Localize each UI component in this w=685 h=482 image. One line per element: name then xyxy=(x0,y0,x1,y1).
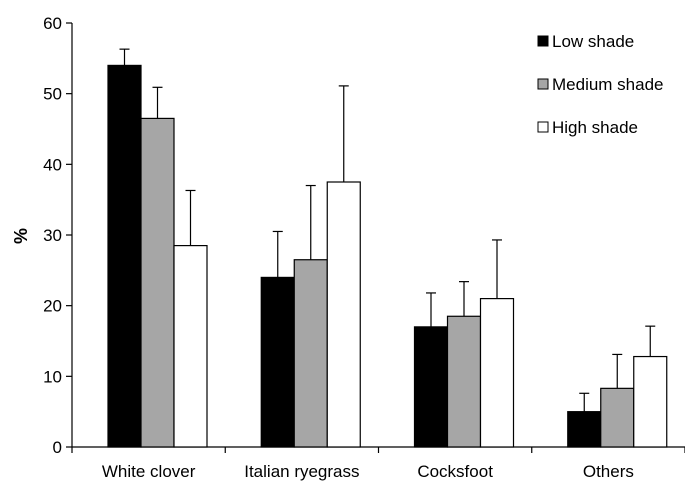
bar-high-shade xyxy=(479,298,515,448)
y-tick-label: 10 xyxy=(43,367,62,386)
bar-low-shade xyxy=(107,64,142,448)
legend-label: Low shade xyxy=(552,32,634,51)
bar-medium-shade xyxy=(293,259,328,448)
x-category-label: Italian ryegrass xyxy=(244,462,359,481)
bar-medium-shade xyxy=(140,117,175,448)
x-category-label: Others xyxy=(583,462,634,481)
legend: Low shade Medium shade High shade xyxy=(537,32,664,137)
legend-swatch xyxy=(537,35,549,47)
bar-low-shade xyxy=(567,411,602,448)
x-category-label: Cocksfoot xyxy=(417,462,493,481)
x-category-label: White clover xyxy=(102,462,196,481)
legend-swatch xyxy=(537,78,549,90)
y-tick-label: 40 xyxy=(43,155,62,174)
y-tick-label: 30 xyxy=(43,226,62,245)
bar-medium-shade xyxy=(600,387,635,448)
y-tick-label: 20 xyxy=(43,297,62,316)
bar-low-shade xyxy=(260,276,295,448)
plot-area: 0 10 20 30 40 50 60 White clover Italian ryegras… xyxy=(43,14,685,481)
y-tick-label: 50 xyxy=(43,85,62,104)
bar-high-shade xyxy=(173,245,208,448)
bar-medium-shade xyxy=(446,315,482,448)
bar-low-shade xyxy=(413,326,449,448)
y-tick-label: 60 xyxy=(43,14,62,33)
bar-high-shade xyxy=(326,181,361,448)
y-axis-title: % xyxy=(11,228,31,244)
legend-swatch xyxy=(537,121,549,133)
legend-label: High shade xyxy=(552,118,638,137)
legend-label: Medium shade xyxy=(552,75,664,94)
bar-high-shade xyxy=(633,355,668,448)
y-tick-label: 0 xyxy=(53,438,62,457)
